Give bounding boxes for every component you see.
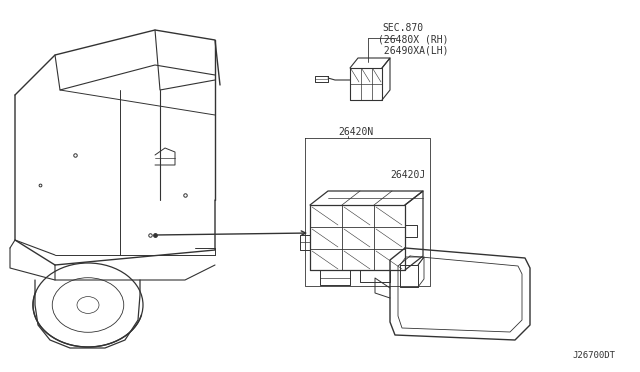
Text: J26700DT: J26700DT bbox=[572, 350, 615, 359]
Text: 26420J: 26420J bbox=[390, 170, 425, 180]
Text: 26490XA(LH): 26490XA(LH) bbox=[378, 45, 449, 55]
Text: 26420N: 26420N bbox=[338, 127, 373, 137]
Text: SEC.870: SEC.870 bbox=[382, 23, 423, 33]
Text: (26480X (RH): (26480X (RH) bbox=[378, 34, 449, 44]
